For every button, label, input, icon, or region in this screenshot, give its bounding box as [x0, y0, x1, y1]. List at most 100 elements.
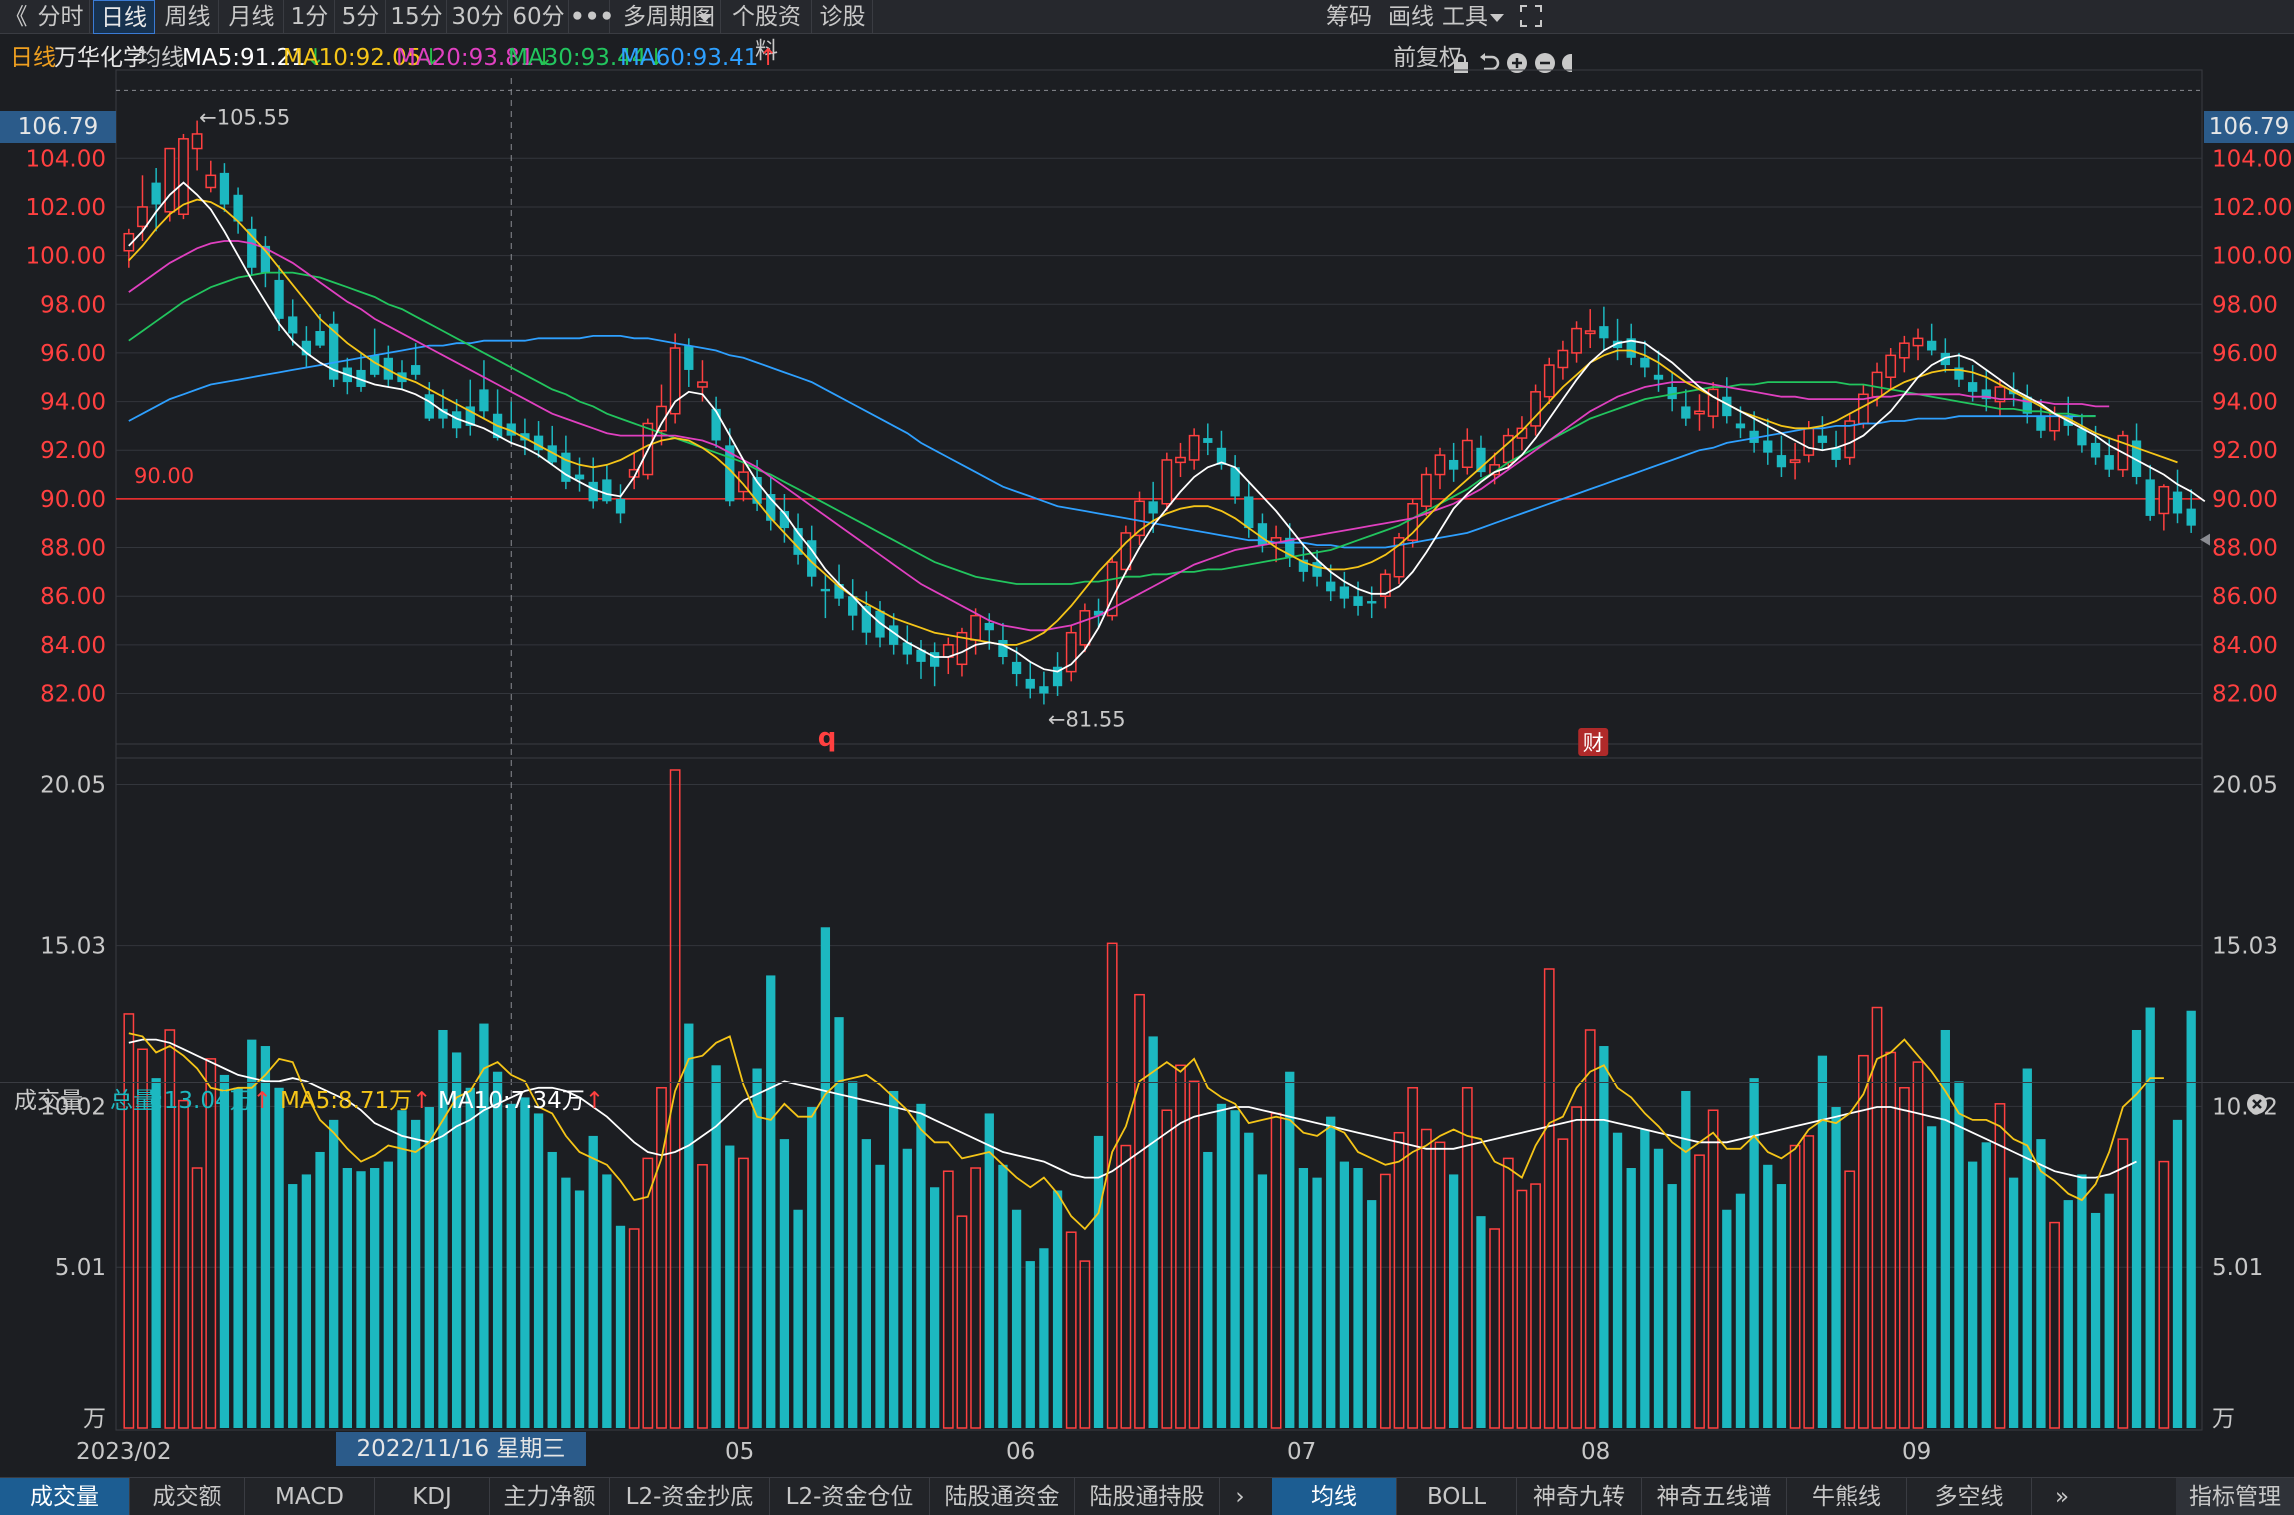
ma-title[interactable]: 均线	[138, 45, 184, 71]
tab-30min[interactable]: 30分	[448, 0, 508, 34]
fullscreen-icon[interactable]	[1520, 5, 1542, 27]
stock-profile-button[interactable]: 个股资料	[722, 0, 812, 64]
volume-bar-down	[588, 1135, 598, 1428]
period-label: 日线	[10, 45, 56, 71]
volume-bar-up	[669, 769, 681, 1429]
tab-turnover[interactable]: 成交额	[130, 1478, 245, 1515]
candle-body-down	[1968, 382, 1978, 392]
tab-hk-connect-holding[interactable]: 陆股通持股	[1075, 1478, 1220, 1515]
tab-long-short[interactable]: 多空线	[1907, 1478, 2032, 1515]
ma-legend-item: MA60:93.41↑	[620, 45, 778, 71]
tab-ma[interactable]: 均线	[1272, 1478, 1397, 1515]
volume-bar-up	[1079, 1260, 1091, 1429]
tools-dropdown[interactable]: 工具	[1442, 0, 1512, 34]
candle-body-down	[1203, 438, 1213, 443]
back-button[interactable]: 《	[4, 4, 28, 30]
ma10-line	[128, 198, 2178, 646]
tab-main-net[interactable]: 主力净额	[490, 1478, 610, 1515]
tab-daily[interactable]: 日线	[93, 0, 155, 34]
date-axis: 2023/02 05 06 07 08 09 2022/11/16 星期三	[0, 1432, 2294, 1472]
volume-bar-down	[793, 1209, 803, 1428]
candle-body-down	[1667, 386, 1677, 400]
candle-body-down	[889, 625, 899, 645]
tab-kdj[interactable]: KDJ	[375, 1478, 490, 1515]
candle-body-down	[1831, 447, 1841, 460]
adjust-mode[interactable]: 前复权	[1393, 45, 1462, 71]
candle-body-down	[1285, 537, 1295, 558]
tab-magic-nine[interactable]: 神奇九转	[1517, 1478, 1642, 1515]
price-tick-label-left: 96.00	[40, 341, 106, 367]
lock-icon[interactable]	[1452, 48, 1470, 88]
volume-legend-bar: 成交量 总量:13.04万↑ MA5:8.71万↑ MA10:7.34万↑	[0, 1082, 2294, 1118]
latest-price-pointer-icon	[2200, 533, 2210, 546]
tabs-scroll-right-icon[interactable]: ›	[1235, 1484, 1245, 1510]
date-label-may: 05	[725, 1439, 755, 1465]
candle-body-down	[533, 435, 544, 451]
tab-boll[interactable]: BOLL	[1397, 1478, 1517, 1515]
tabs-more-icon[interactable]: »	[2054, 1484, 2070, 1510]
candle-body-up	[164, 147, 176, 213]
volume-bar-down	[315, 1151, 325, 1428]
volume-bar-down	[1326, 1116, 1336, 1428]
price-panel-frame	[115, 69, 2203, 759]
volume-bar-up	[1393, 1131, 1405, 1429]
tab-monthly[interactable]: 月线	[220, 0, 284, 34]
tab-magic-five[interactable]: 神奇五线谱	[1642, 1478, 1787, 1515]
tab-l2-position[interactable]: L2-资金仓位	[770, 1478, 930, 1515]
candle-body-down	[766, 494, 776, 521]
price-tick-label-right: 86.00	[2212, 584, 2278, 610]
tab-15min[interactable]: 15分	[387, 0, 447, 34]
price-tick-label-right: 82.00	[2212, 682, 2278, 708]
candle-body-up	[970, 614, 982, 641]
volume-bar-up	[1694, 1154, 1705, 1429]
more-periods-button[interactable]: •••	[570, 0, 614, 34]
volume-bar-down	[1749, 1078, 1759, 1428]
close-volume-icon[interactable]	[2246, 1090, 2268, 1126]
high-price-marker: ←105.55	[199, 106, 290, 130]
tab-weekly[interactable]: 周线	[157, 0, 219, 34]
tab-bull-bear[interactable]: 牛熊线	[1787, 1478, 1907, 1515]
volume-bar-down	[1339, 1161, 1350, 1428]
indicator-manage-button[interactable]: 指标管理	[2176, 1478, 2294, 1515]
tab-fenshi[interactable]: 分时	[32, 0, 90, 34]
tab-hk-connect-flow[interactable]: 陆股通资金	[930, 1478, 1075, 1515]
volume-tick-label-left: 10.02	[40, 1094, 106, 1120]
candle-body-down	[807, 540, 817, 577]
volume-bar-up	[656, 1087, 667, 1429]
zoom-out-icon[interactable]	[1534, 47, 1556, 87]
candle-body-down	[1776, 455, 1787, 468]
candle-body-down	[1312, 562, 1322, 577]
volume-bar-up	[2158, 1160, 2170, 1429]
volume-bar-down	[807, 1107, 817, 1428]
candle-body-down	[834, 584, 844, 599]
tab-volume[interactable]: 成交量	[0, 1478, 130, 1515]
candle-body-down	[438, 408, 448, 419]
draw-line-button[interactable]: 画线	[1388, 4, 1434, 30]
volume-bar-down	[533, 1113, 544, 1428]
volume-ma10-line	[128, 1038, 2137, 1179]
candle-body-down	[1681, 406, 1691, 419]
undo-icon[interactable]	[1478, 47, 1500, 87]
volume-bar-down	[2077, 1174, 2087, 1428]
volume-bar-down	[288, 1184, 298, 1428]
zoom-in-icon[interactable]	[1506, 47, 1528, 87]
candle-body-up	[1844, 420, 1856, 459]
tab-macd[interactable]: MACD	[245, 1478, 375, 1515]
volume-ma5-line	[128, 1032, 2164, 1231]
candle-body-up	[1543, 364, 1555, 398]
diagnose-button[interactable]: 诊股	[813, 0, 873, 34]
tab-5min[interactable]: 5分	[336, 0, 386, 34]
tab-60min[interactable]: 60分	[509, 0, 569, 34]
chip-button[interactable]: 筹码	[1326, 4, 1372, 30]
multi-period-dropdown[interactable]: 多周期图	[611, 0, 721, 34]
candle-body-up	[1065, 631, 1077, 673]
volume-bar-down	[411, 1119, 421, 1428]
volume-bar-down	[602, 1174, 612, 1428]
stock-name: 万华化学	[54, 45, 146, 71]
candle-body-down	[1367, 601, 1377, 604]
tab-1min[interactable]: 1分	[285, 0, 335, 34]
volume-bar-up	[1134, 993, 1145, 1429]
volume-bar-down	[260, 1046, 271, 1428]
tab-l2-bottom[interactable]: L2-资金抄底	[610, 1478, 770, 1515]
